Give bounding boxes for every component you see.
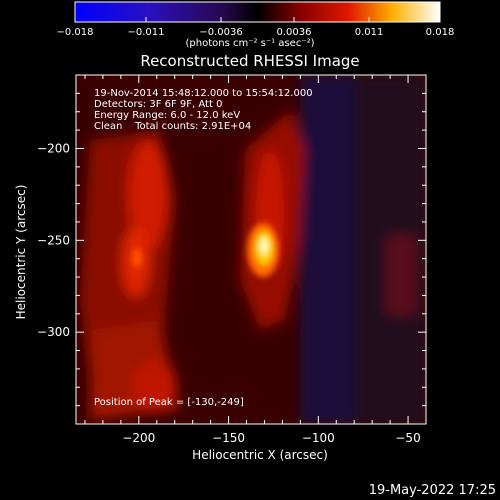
annotation-time-range: 19-Nov-2014 15:48:12.000 to 15:54:12.000 <box>94 88 313 99</box>
chart-title: Reconstructed RHESSI Image <box>140 52 360 70</box>
colorbar-ticks: −0.018 −0.011 −0.0036 0.0036 0.011 0.018 <box>56 17 454 38</box>
x-tick-label: −50 <box>395 431 420 445</box>
x-tick-label: −100 <box>302 431 335 445</box>
colorbar-gradient <box>74 1 441 23</box>
annotation-detectors: Detectors: 3F 6F 9F, Att 0 <box>94 99 223 110</box>
y-tick-label: −200 <box>37 141 70 155</box>
y-axis: −200 −250 −300 <box>37 74 426 425</box>
annotation-peak-position: Position of Peak = [-130,-249] <box>94 397 244 408</box>
negative-band <box>300 75 355 424</box>
heatmap-image <box>80 75 426 424</box>
y-tick-label: −300 <box>37 325 70 339</box>
annotation-clean: Clean Total counts: 2.91E+04 <box>94 121 252 132</box>
faint-right-source <box>386 235 416 315</box>
bottom-left-source <box>133 360 177 410</box>
x-axis: −200 −150 −100 −50 <box>84 75 427 445</box>
y-axis-label: Heliocentric Y (arcsec) <box>14 185 28 320</box>
peak-center <box>260 238 268 254</box>
annotation-energy: Energy Range: 6.0 - 12.0 keV <box>94 110 241 121</box>
colorbar-units: (photons cm⁻² s⁻¹ asec⁻²) <box>185 38 315 49</box>
x-tick-label: −200 <box>122 431 155 445</box>
colorbar: −0.018 −0.011 −0.0036 0.0036 0.011 0.018 <box>56 1 454 38</box>
colorbar-tick-label: 0.0036 <box>277 27 312 38</box>
colorbar-tick-label: −0.011 <box>127 27 164 38</box>
left-upper-source <box>128 140 168 250</box>
x-axis-label: Heliocentric X (arcsec) <box>192 448 328 462</box>
left-source-core <box>132 248 142 268</box>
colorbar-tick-label: 0.018 <box>426 27 455 38</box>
y-tick-label: −250 <box>37 233 70 247</box>
footer-timestamp: 19-May-2022 17:25 <box>368 483 496 498</box>
x-tick-label: −150 <box>212 431 245 445</box>
colorbar-tick-label: 0.011 <box>355 27 384 38</box>
colorbar-tick-label: −0.0036 <box>199 27 242 38</box>
colorbar-tick-label: −0.018 <box>56 27 93 38</box>
plot-frame <box>75 74 427 425</box>
